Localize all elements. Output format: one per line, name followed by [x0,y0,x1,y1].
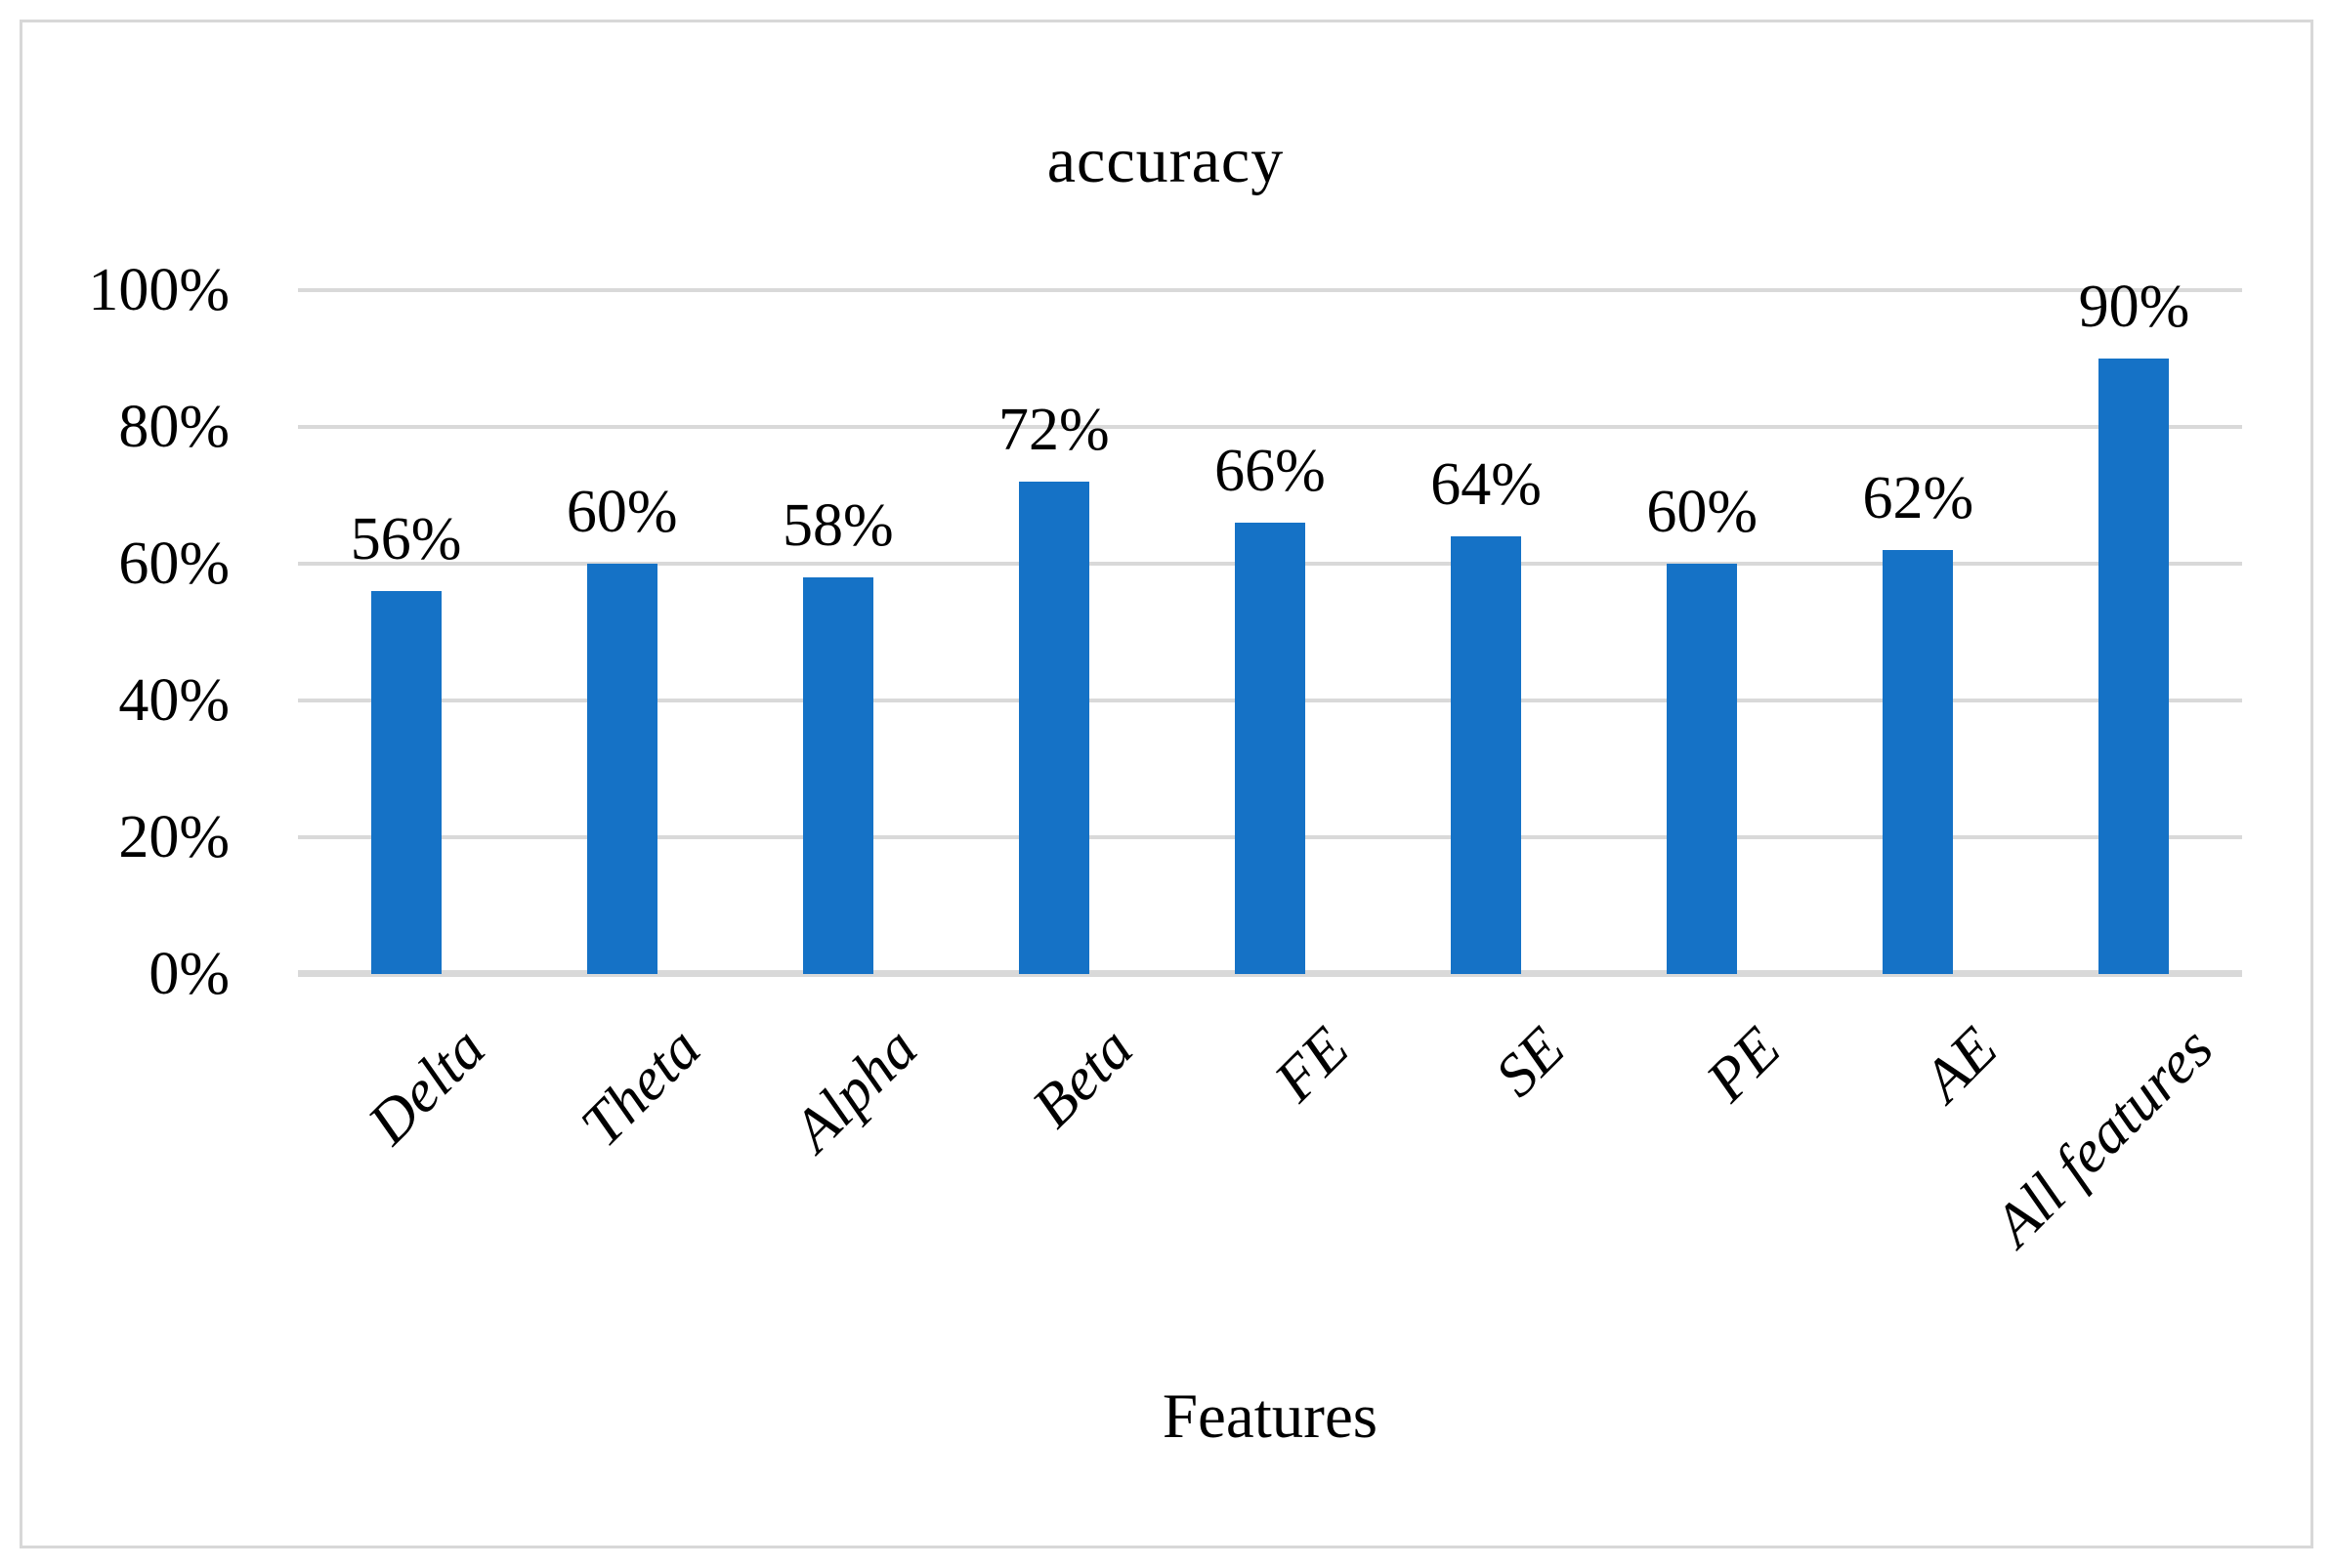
bar-value-label: 90% [2078,274,2190,340]
figure-border [20,20,2313,1548]
bar-alpha [802,577,873,974]
bar-value-label: 66% [1214,438,1326,504]
y-tick-label: 40% [118,667,230,734]
bar-pe [1667,564,1738,974]
y-tick-label: 100% [88,257,230,323]
y-tick-label: 60% [118,530,230,597]
x-axis-title: Features [1162,1381,1378,1452]
y-tick-label: 80% [118,394,230,460]
bar-value-label: 58% [782,492,894,559]
bar-all-features [2098,359,2170,974]
bar-value-label: 60% [566,479,678,545]
bar-se [1451,536,1522,974]
bar-value-label: 62% [1862,465,1974,531]
bar-value-label: 72% [998,397,1110,463]
bar-value-label: 60% [1646,479,1759,545]
bar-theta [586,564,657,974]
bar-beta [1018,482,1089,974]
bar-delta [370,591,442,974]
gridline [298,425,2242,429]
bar-fe [1235,523,1305,974]
bar-ae [1883,550,1954,974]
y-tick-label: 0% [148,941,230,1007]
y-tick-label: 20% [118,804,230,870]
gridline [298,288,2242,292]
bar-value-label: 56% [350,506,462,572]
bar-value-label: 64% [1430,451,1542,518]
chart-title: accuracy [1046,125,1285,196]
